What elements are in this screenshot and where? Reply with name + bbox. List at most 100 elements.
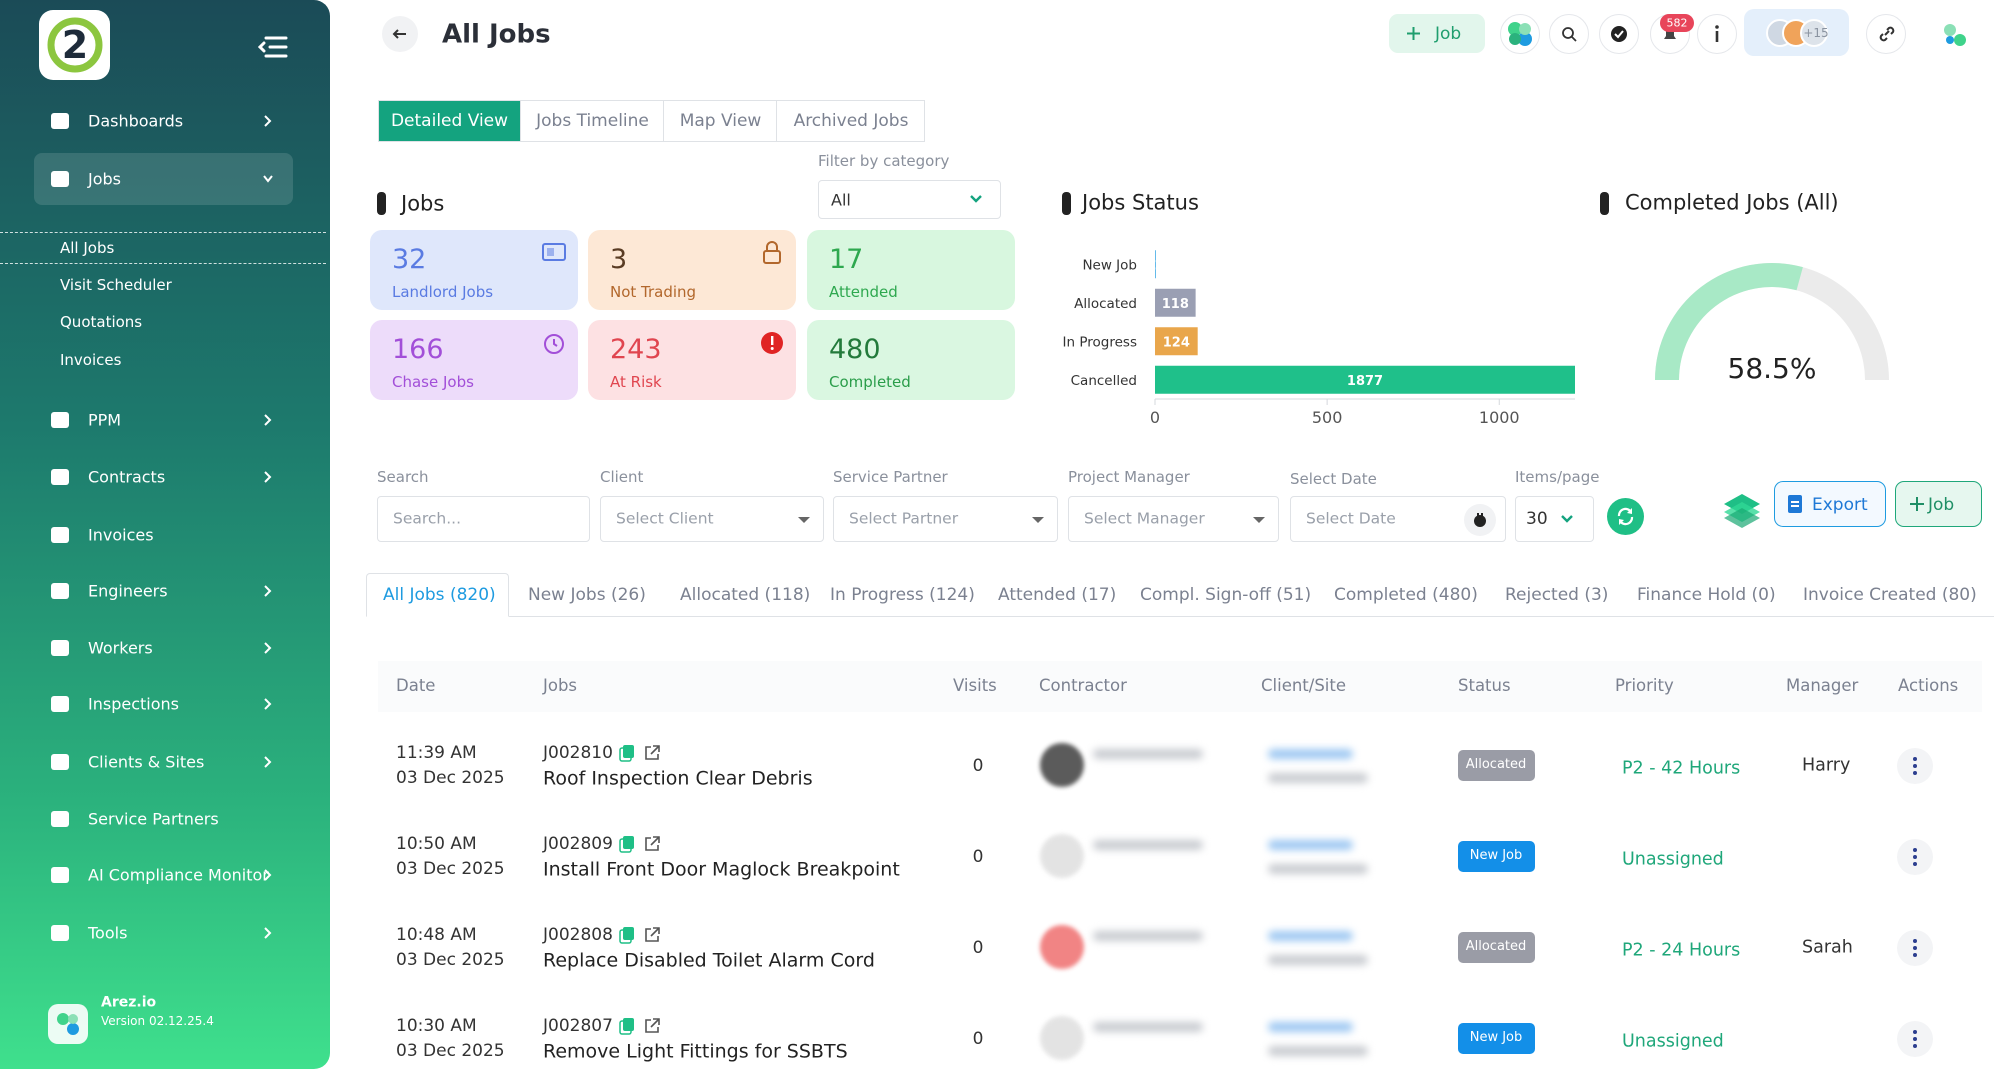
submenu-item[interactable]: Visit Scheduler <box>60 276 172 294</box>
status-tab[interactable]: In Progress (124) <box>830 584 975 605</box>
cell-job-title[interactable]: Replace Disabled Toilet Alarm Cord <box>543 949 875 972</box>
gauge-value <box>1655 263 1803 380</box>
job-card-label: Completed <box>829 373 911 391</box>
y-tick-label: New Job <box>1082 257 1137 273</box>
field-input[interactable] <box>1068 496 1279 542</box>
field-input[interactable] <box>377 496 590 542</box>
view-tab[interactable] <box>664 100 777 142</box>
layers-icon <box>1724 494 1760 528</box>
menu-item[interactable]: Workers <box>88 638 153 658</box>
sidebar: 2 Dashboards Jobs All Jobs Visit Scheduler Qu… <box>0 0 330 1069</box>
submenu-item[interactable]: Quotations <box>60 313 143 331</box>
new-job-button[interactable] <box>1389 14 1485 53</box>
x-tick-label: 500 <box>1312 408 1343 427</box>
field-placeholder: Select Client <box>616 509 714 528</box>
job-card[interactable] <box>588 230 796 310</box>
field-input[interactable] <box>600 496 824 542</box>
status-tab[interactable]: Compl. Sign-off (51) <box>1140 584 1312 605</box>
cell-job-title[interactable]: Roof Inspection Clear Debris <box>543 767 813 790</box>
open-icon <box>645 745 660 760</box>
view-tab-label: Detailed View <box>390 110 509 131</box>
status-tab-active[interactable] <box>366 573 509 617</box>
site-blur <box>1268 773 1368 783</box>
job-card[interactable] <box>588 320 796 400</box>
menu-toggle <box>258 36 288 58</box>
check-icon <box>1611 26 1627 42</box>
cell-manager: Sarah <box>1802 937 1853 958</box>
menu-item[interactable]: AI Compliance Monitor <box>88 865 269 885</box>
menu-item[interactable]: Service Partners <box>88 809 219 829</box>
bar-value-label: 2 <box>1154 258 1163 273</box>
page-title: All Jobs <box>442 19 551 50</box>
job-card[interactable] <box>807 230 1015 310</box>
filter-value: All <box>831 190 851 210</box>
copy-icon <box>619 836 634 853</box>
contractor-avatar <box>1040 925 1084 969</box>
job-card[interactable] <box>370 320 578 400</box>
brand-icon <box>1944 24 1966 46</box>
submenu-item[interactable]: All Jobs <box>60 239 115 257</box>
header-icon[interactable] <box>1549 14 1589 54</box>
field-label: Service Partner <box>833 468 948 486</box>
field-label: Search <box>377 468 429 486</box>
cell-time: 11:39 AM <box>396 742 477 763</box>
section-title: Jobs <box>401 191 445 216</box>
chevron <box>264 698 272 710</box>
header-icon[interactable] <box>1500 14 1540 54</box>
menu-item[interactable]: Engineers <box>88 581 168 601</box>
cell-job-title[interactable]: Remove Light Fittings for SSBTS <box>543 1040 848 1063</box>
menu-item[interactable]: Inspections <box>88 694 179 714</box>
chart-title: Jobs Status <box>1082 190 1199 215</box>
cell-job-title[interactable]: Install Front Door Maglock Breakpoint <box>543 858 900 881</box>
menu-icon <box>51 583 69 599</box>
status-badge-label: New Job <box>1469 1030 1523 1046</box>
status-tab[interactable]: All Jobs (820) <box>383 584 496 605</box>
job-card[interactable] <box>807 320 1015 400</box>
notification-badge <box>1660 14 1694 32</box>
chevron <box>264 642 272 654</box>
column-header: Date <box>396 676 436 696</box>
client-blur <box>1268 931 1353 941</box>
svg-text:2: 2 <box>62 23 88 67</box>
status-tab[interactable]: Finance Hold (0) <box>1637 584 1776 605</box>
view-tab[interactable] <box>378 100 521 142</box>
x-tick-label: 0 <box>1150 408 1160 427</box>
contractor-avatar <box>1040 743 1084 787</box>
menu-item[interactable]: PPM <box>88 410 122 430</box>
status-tab[interactable]: Completed (480) <box>1334 584 1478 605</box>
items-label: Items/page <box>1515 468 1600 486</box>
refresh-button[interactable] <box>1607 498 1644 535</box>
add-button[interactable] <box>1895 481 1982 527</box>
status-tab[interactable]: Invoice Created (80) <box>1803 584 1977 605</box>
view-tab[interactable] <box>777 100 925 142</box>
chevron <box>264 585 272 597</box>
field-input[interactable] <box>833 496 1058 542</box>
menu-item[interactable]: Tools <box>88 923 128 943</box>
menu-item[interactable]: Dashboards <box>88 111 184 131</box>
items-select[interactable] <box>1515 496 1594 542</box>
column-header: Visits <box>953 676 997 696</box>
back-arrow <box>392 29 406 39</box>
header-icon[interactable] <box>1866 14 1906 54</box>
cell-time: 10:48 AM <box>396 924 477 945</box>
menu-item[interactable]: Clients & Sites <box>88 752 205 772</box>
submenu-item[interactable]: Invoices <box>60 351 122 369</box>
status-badge-label: Allocated <box>1465 757 1527 773</box>
y-tick-label: In Progress <box>1063 334 1137 350</box>
gauge: 58.5% <box>1655 263 1889 385</box>
menu-item[interactable]: Invoices <box>88 525 154 545</box>
status-tab[interactable]: Attended (17) <box>998 584 1117 605</box>
field-placeholder: Select Date <box>1306 509 1396 528</box>
bar-chart: 0 500 1000 New Job 2 Allocated 118 In Progress 1… <box>1063 250 1575 427</box>
menu-item[interactable]: Contracts <box>88 467 166 487</box>
status-tab[interactable]: Allocated (118) <box>680 584 811 605</box>
cell-date: 03 Dec 2025 <box>396 767 505 788</box>
view-tab[interactable] <box>521 100 664 142</box>
section-marker <box>1600 192 1609 215</box>
menu-item[interactable]: Jobs <box>88 169 121 189</box>
column-header: Manager <box>1786 676 1859 696</box>
status-tab[interactable]: New Jobs (26) <box>528 584 646 605</box>
add-label: Job <box>1928 494 1955 515</box>
status-tab[interactable]: Rejected (3) <box>1505 584 1609 605</box>
filter-select[interactable] <box>818 180 1001 219</box>
